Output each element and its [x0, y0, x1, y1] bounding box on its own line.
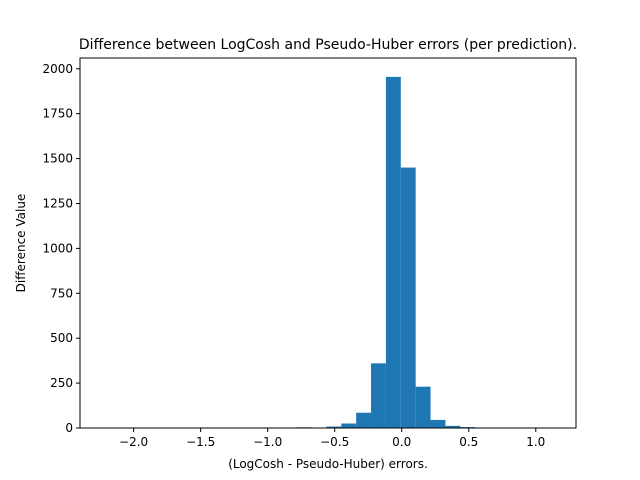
y-tick-label: 500 — [50, 331, 73, 345]
bars-group — [88, 76, 565, 429]
x-tick-label: 1.0 — [526, 435, 545, 449]
y-tick-label: 1500 — [42, 152, 73, 166]
x-axis-label: (LogCosh - Pseudo-Huber) errors. — [228, 457, 428, 471]
x-tick-label: −1.0 — [253, 435, 282, 449]
y-tick-label: 1000 — [42, 241, 73, 255]
histogram-bar — [385, 76, 401, 428]
histogram-bar — [371, 363, 386, 428]
x-tick-label: −2.0 — [119, 435, 148, 449]
histogram-bar — [341, 423, 357, 428]
x-axis: −2.0 −1.5 −1.0 −0.5 0.0 0.5 1.0 — [119, 428, 545, 449]
y-axis-label: Difference Value — [14, 194, 28, 293]
histogram-bar — [356, 412, 372, 428]
y-tick-label: 750 — [50, 286, 73, 300]
y-axis: 0 250 500 750 1000 1250 1500 1750 2000 — [42, 62, 80, 435]
y-tick-label: 0 — [65, 421, 73, 435]
plot-frame — [79, 57, 577, 429]
x-tick-label: −1.5 — [186, 435, 215, 449]
y-tick-label: 1750 — [42, 107, 73, 121]
histogram-bar — [400, 167, 416, 428]
histogram-bar — [430, 419, 446, 428]
y-tick-label: 2000 — [42, 62, 73, 76]
histogram-bar — [445, 425, 461, 428]
chart-title: Difference between LogCosh and Pseudo-Hu… — [79, 37, 577, 53]
histogram-bar — [415, 386, 431, 428]
x-tick-label: 0.0 — [392, 435, 411, 449]
y-tick-label: 250 — [50, 376, 73, 390]
x-tick-label: −0.5 — [320, 435, 349, 449]
x-tick-label: 0.5 — [459, 435, 478, 449]
y-tick-label: 1250 — [42, 196, 73, 210]
histogram-bar — [326, 426, 342, 428]
